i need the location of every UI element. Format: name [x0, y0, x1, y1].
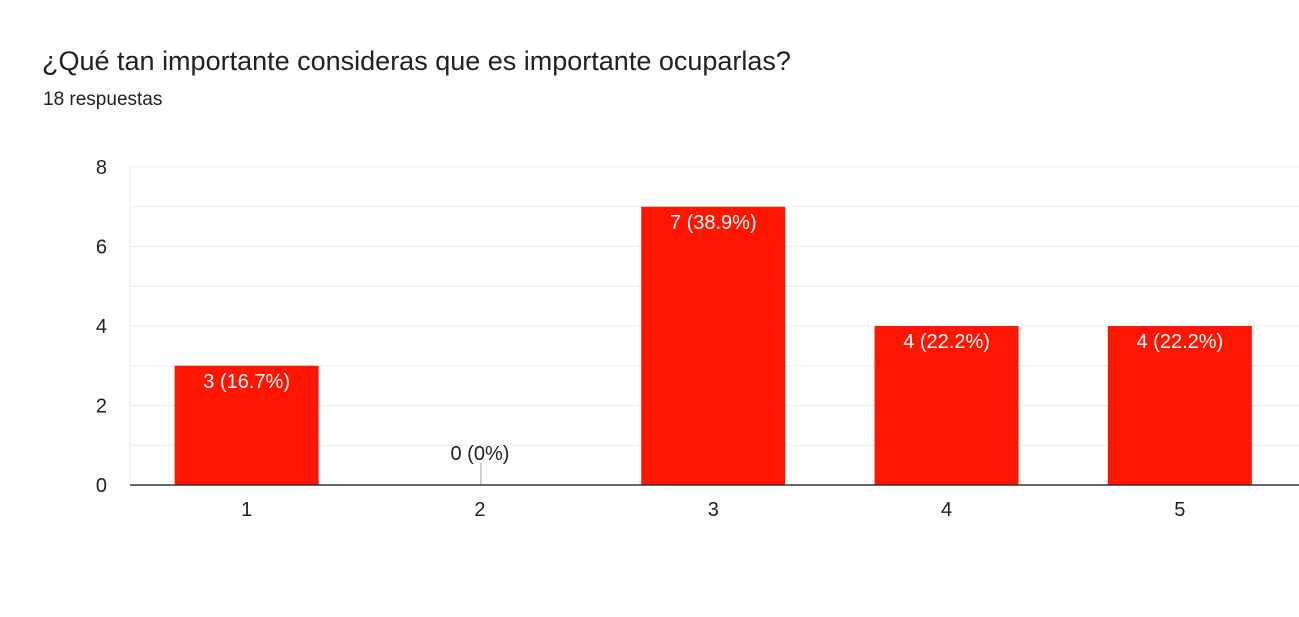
- data-label-4: 4 (22.2%): [903, 331, 990, 353]
- x-tick-label: 4: [941, 499, 952, 521]
- x-tick-label: 2: [474, 499, 485, 521]
- response-count: 18 respuestas: [43, 89, 163, 110]
- y-tick-label: 4: [96, 316, 107, 338]
- bar-4: [874, 326, 1019, 485]
- data-label-5: 4 (22.2%): [1136, 331, 1223, 353]
- data-label-1: 3 (16.7%): [203, 371, 290, 393]
- data-label-2: 0 (0%): [450, 443, 509, 465]
- chart-title: ¿Qué tan importante consideras que es im…: [42, 46, 791, 76]
- x-tick-label: 1: [241, 499, 252, 521]
- bar-3: [641, 206, 786, 485]
- y-tick-label: 2: [96, 396, 107, 418]
- bar-5: [1107, 326, 1252, 485]
- data-label-3: 7 (38.9%): [670, 212, 757, 234]
- y-tick-label: 0: [96, 475, 107, 497]
- y-tick-label: 6: [96, 237, 107, 259]
- bar-1: [174, 365, 319, 485]
- y-axis-ticks: 0 2 4 6 8: [96, 157, 107, 497]
- x-tick-label: 5: [1174, 499, 1185, 521]
- bars: [174, 206, 1252, 485]
- x-tick-label: 3: [708, 499, 719, 521]
- y-tick-label: 8: [96, 157, 107, 179]
- data-labels: 3 (16.7%) 0 (0%) 7 (38.9%) 4 (22.2%) 4 (22.2…: [203, 212, 1223, 465]
- x-axis-ticks: 1 2 3 4 5: [241, 499, 1185, 521]
